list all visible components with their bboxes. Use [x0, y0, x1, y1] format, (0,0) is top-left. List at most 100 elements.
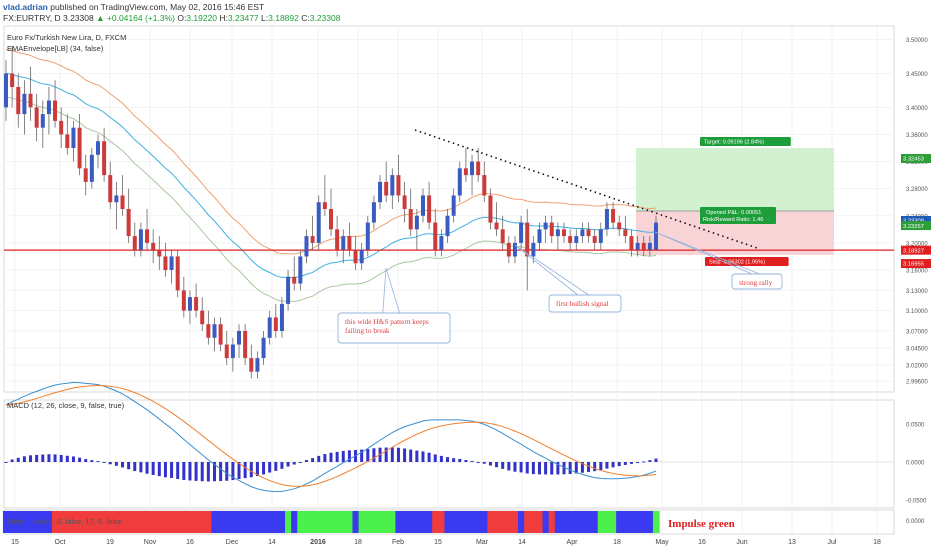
- candle-body: [402, 195, 407, 209]
- macd-bar: [495, 462, 499, 468]
- macd-bar: [170, 462, 174, 478]
- macd-bar: [200, 462, 204, 482]
- candle-body: [433, 222, 438, 250]
- macd-pane: [3, 399, 895, 509]
- impulse-bar: [278, 511, 286, 533]
- macd-bar: [599, 462, 603, 471]
- macd-bar: [145, 462, 149, 474]
- candle-body: [586, 229, 591, 237]
- candle-body: [10, 73, 15, 87]
- impulse-bar: [119, 511, 127, 533]
- macd-bar: [121, 462, 125, 468]
- impulse-bar: [542, 511, 550, 533]
- impulse-bar: [518, 511, 525, 533]
- y-tick-label: 3.45000: [906, 72, 928, 78]
- signal-line: [5, 385, 657, 487]
- macd-bar: [311, 458, 315, 462]
- close-value: 3.23308: [309, 13, 341, 23]
- candle-body: [83, 168, 88, 182]
- candle-body: [476, 161, 481, 176]
- y-tick-label: 3.32000: [906, 160, 928, 166]
- candle-body: [16, 87, 21, 115]
- y-tick-label: 3.40000: [906, 106, 928, 112]
- impulse-bar: [475, 511, 482, 533]
- candle-body: [396, 175, 401, 196]
- impulse-bar: [125, 511, 133, 533]
- candle-body: [470, 161, 475, 176]
- legend-title: Euro Fx/Turkish New Lira, D, FXCM: [7, 33, 127, 42]
- impulse-bar: [131, 511, 139, 533]
- candle-body: [420, 195, 425, 216]
- candle-body: [347, 236, 352, 250]
- candle-body: [77, 127, 82, 169]
- candle-body: [457, 168, 462, 196]
- candle-body: [169, 256, 174, 270]
- macd-bar: [415, 450, 419, 462]
- impulse-bars: [2, 511, 660, 533]
- open-label: O:: [177, 13, 187, 23]
- y-tick-label: 3.16000: [906, 269, 928, 275]
- impulse-bar: [143, 511, 151, 533]
- target-label-bg: [700, 137, 791, 146]
- impulse-bar: [462, 511, 470, 533]
- candle-body: [592, 236, 597, 243]
- impulse-bar: [223, 511, 231, 533]
- macd-bar: [648, 460, 652, 462]
- macd-bar: [390, 447, 394, 462]
- impulse-bar: [321, 511, 329, 533]
- signal-note-pointer: [514, 244, 589, 296]
- macd-bar: [629, 462, 633, 464]
- candle-body: [95, 141, 100, 155]
- impulse-bar: [340, 511, 347, 533]
- impulse-bar: [113, 511, 121, 533]
- candle-body: [157, 249, 162, 257]
- impulse-bar: [383, 511, 390, 533]
- x-tick-label: Feb: [392, 539, 404, 546]
- hs-note-text: failing to break: [345, 326, 390, 335]
- price-tag-text: 3.18927: [903, 248, 924, 254]
- y-tick-label: 3.28000: [906, 187, 928, 193]
- macd-bar: [421, 451, 425, 462]
- author-link[interactable]: vlad.adrian: [3, 2, 48, 12]
- x-tick-label: Jul: [828, 539, 837, 546]
- candle-body: [635, 242, 640, 250]
- macd-bar: [151, 462, 155, 475]
- macd-bar: [519, 462, 523, 473]
- impulse-bar: [260, 511, 268, 533]
- impulse-bar: [646, 511, 654, 533]
- candle-body: [445, 215, 450, 237]
- impulse-bar: [493, 511, 501, 533]
- trendline: [414, 129, 761, 250]
- impulse-bar: [242, 511, 249, 533]
- macd-bar: [219, 462, 223, 482]
- hs-note: this wide H&S pattern keeps failing to b…: [337, 267, 451, 344]
- x-tick-label: 15: [434, 539, 442, 546]
- impulse-bar: [438, 511, 446, 533]
- candle-body: [341, 236, 346, 250]
- candle-body: [329, 209, 333, 230]
- price-tag-text: 3.32453: [903, 157, 924, 163]
- candle-body: [482, 175, 487, 196]
- impulse-bar: [610, 511, 617, 533]
- macd-bar: [574, 462, 578, 474]
- macd-bar: [182, 462, 186, 480]
- candle-body: [22, 93, 27, 115]
- price-tag-text: 3.16955: [903, 262, 924, 268]
- candle-body: [255, 358, 260, 372]
- candle-body: [187, 297, 192, 311]
- price-tag-bg: [901, 221, 931, 231]
- macd-bar: [237, 462, 241, 479]
- price-tag-bg: [901, 215, 931, 225]
- macd-bar: [335, 451, 339, 462]
- candle-body: [40, 114, 45, 128]
- candle-body: [408, 209, 413, 230]
- target-label-text: Target: 0.09196 (2.84%): [704, 140, 764, 146]
- candle-body: [562, 229, 567, 237]
- impulse-bar: [315, 511, 323, 533]
- low-label: L:: [261, 13, 269, 23]
- macd-bar: [580, 462, 584, 473]
- impulse-bar: [573, 511, 580, 533]
- candle-body: [390, 175, 395, 196]
- y-tick-label: 3.02000: [906, 363, 928, 369]
